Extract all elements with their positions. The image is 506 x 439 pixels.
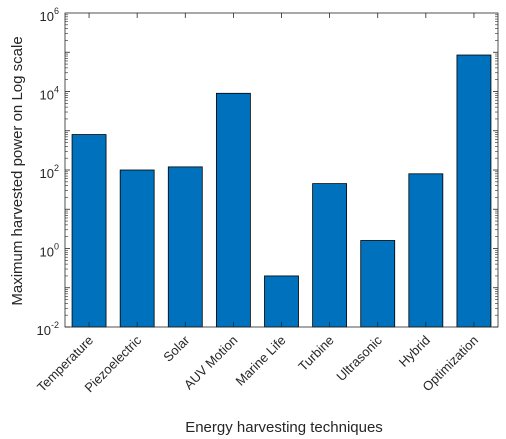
bar-auv-motion [215,92,251,328]
bar-optimization [456,54,492,328]
x-tick-label-solar: Solar [160,332,193,365]
x-tick-label-ultrasonic: Ultrasonic [333,332,385,384]
bar-ultrasonic [360,240,396,328]
y-tick-label: 106 [40,6,59,24]
y-tick-label: 104 [40,85,59,103]
bar-solar [167,166,203,328]
x-axis-title: Energy harvesting techniques [185,419,383,436]
bar-marine-life [264,275,299,328]
y-tick-label: 102 [40,163,59,181]
x-tick-label-hybrid: Hybrid [396,333,433,370]
axes-group [64,12,499,328]
bars-group [71,54,492,328]
bar-turbine [312,183,348,328]
y-axis-title: Maximum harvested power on Log scale [9,36,26,305]
bar-hybrid [408,173,444,328]
x-tick-label-turbine: Turbine [295,333,336,374]
y-tick-labels: 10-2 100 102 104 106 [37,6,59,338]
y-tick-label: 100 [40,242,59,260]
y-tick-label: 10-2 [37,320,59,338]
x-tick-label-marine-life: Marine Life [233,333,289,389]
bar-piezoelectric [119,169,155,328]
bar-temperature [71,134,107,328]
